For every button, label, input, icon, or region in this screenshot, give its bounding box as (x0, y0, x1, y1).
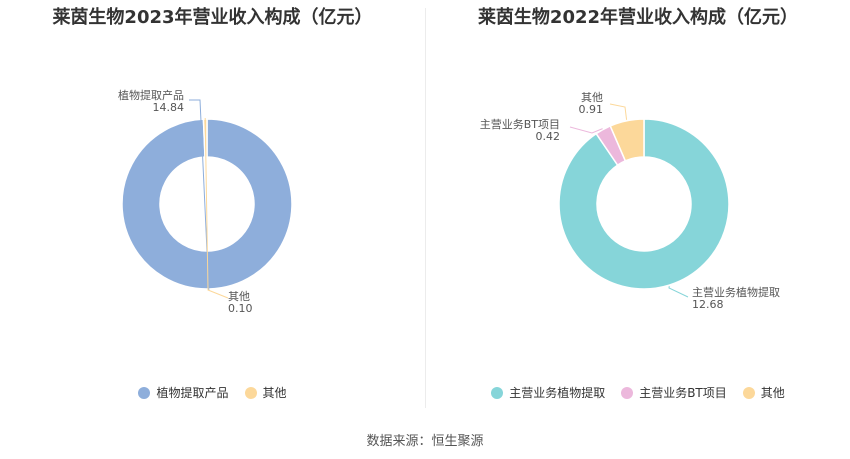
legend-item[interactable]: 主营业务植物提取 (491, 384, 605, 401)
pie-slice (558, 118, 730, 290)
legend-label: 植物提取产品 (156, 386, 229, 400)
label-leader-line (189, 99, 210, 291)
legend-item[interactable]: 其他 (244, 384, 287, 401)
slice-value-label: 12.68 (692, 298, 724, 311)
label-leader-line (609, 103, 628, 120)
panel-divider (425, 8, 426, 408)
label-leader-line (569, 126, 603, 134)
legend-item[interactable]: 其他 (742, 384, 785, 401)
slice-name-label: 其他 (228, 290, 250, 303)
legend-swatch-icon (491, 386, 504, 399)
slice-value-label: 0.42 (536, 130, 561, 143)
legend-label: 主营业务植物提取 (509, 386, 606, 400)
legend-swatch-icon (138, 386, 151, 399)
legend-item[interactable]: 植物提取产品 (138, 384, 229, 401)
label-leader-line (668, 286, 689, 298)
chart-2023-legend: 植物提取产品 其他 (0, 384, 425, 401)
slice-name-label: 其他 (581, 91, 603, 104)
label-leader-line (204, 118, 229, 299)
legend-label: 其他 (760, 386, 785, 400)
legend-swatch-icon (244, 386, 257, 399)
legend-label: 主营业务BT项目 (639, 386, 727, 400)
slice-name-label: 主营业务植物提取 (692, 285, 780, 299)
slice-value-label: 0.91 (579, 103, 604, 116)
slice-name-label: 植物提取产品 (118, 88, 184, 102)
legend-label: 其他 (262, 386, 287, 400)
slice-value-label: 0.10 (228, 302, 253, 315)
slice-value-label: 14.84 (153, 101, 185, 114)
chart-2022-legend: 主营业务植物提取 主营业务BT项目 其他 (426, 384, 850, 401)
chart-2023-title: 莱茵生物2023年营业收入构成（亿元） (52, 7, 373, 28)
pie-slice (121, 118, 293, 290)
data-source-note: 数据来源：恒生聚源 (366, 434, 484, 449)
chart-2023-panel: 莱茵生物2023年营业收入构成（亿元） 植物提取产品 14.84 其他 0.10 植物… (0, 0, 425, 420)
legend-swatch-icon (621, 386, 634, 399)
pie-slice (609, 118, 645, 162)
legend-item[interactable]: 主营业务BT项目 (621, 384, 727, 401)
chart-2022-title: 莱茵生物2022年营业收入构成（亿元） (477, 7, 799, 28)
chart-2022-panel: 莱茵生物2022年营业收入构成（亿元） 主营业务植物提取 12.68 主营业务BT项… (426, 0, 850, 420)
slice-name-label: 主营业务BT项目 (480, 117, 560, 131)
legend-swatch-icon (742, 386, 755, 399)
